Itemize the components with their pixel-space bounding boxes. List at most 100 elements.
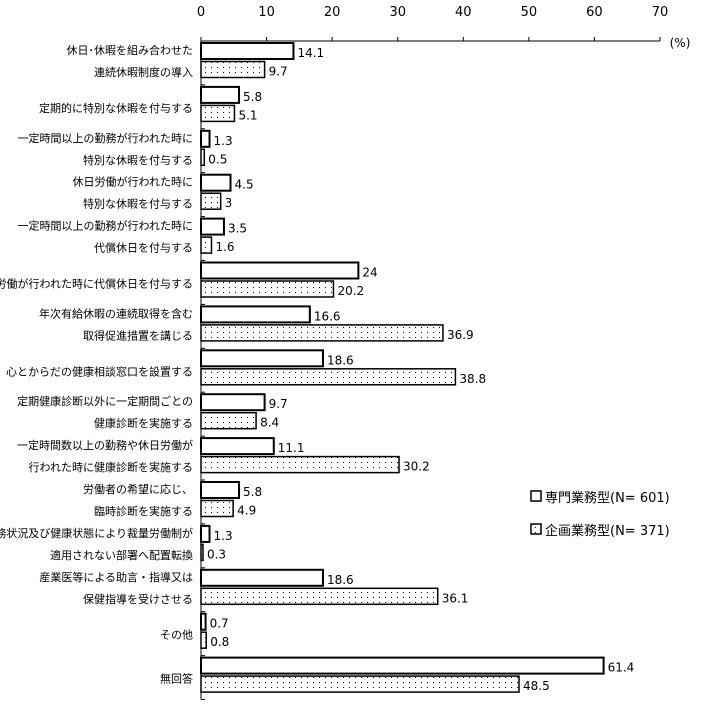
data-label: 5.8: [243, 485, 262, 499]
unit-label: (%): [670, 36, 691, 50]
x-tick-label: 40: [455, 5, 472, 20]
data-label: 36.1: [442, 591, 469, 605]
bar-kikaku: [200, 499, 234, 518]
category-label: 休日･休暇を組み合わせた: [67, 43, 194, 57]
bar-senmon: [200, 349, 324, 368]
x-tick-label: 10: [258, 5, 275, 20]
data-label: 0.8: [210, 635, 229, 649]
data-label: 8.4: [260, 416, 279, 430]
category-label: 特別な休暇を付与する: [83, 197, 193, 211]
category-label: 産業医等による助言・指導又は: [39, 570, 193, 584]
category-label: 保健指導を受けさせる: [83, 592, 193, 606]
data-label: 3: [225, 196, 233, 210]
category-label: 健康診断を実施する: [94, 416, 193, 430]
data-label: 30.2: [403, 460, 430, 474]
category-label: 一定時間数以上の勤務や休日労働が: [17, 438, 193, 452]
data-label: 0.7: [210, 617, 229, 631]
data-label: 20.2: [337, 284, 364, 298]
data-label: 36.9: [447, 328, 474, 342]
bar-senmon: [200, 42, 295, 60]
category-label: 取得促進措置を講じる: [83, 328, 193, 342]
x-tick-label: 50: [521, 5, 538, 20]
bar-kikaku: [200, 368, 457, 386]
data-label: 4.9: [237, 504, 256, 518]
bar-kikaku: [200, 104, 236, 123]
bar-senmon: [200, 568, 324, 587]
x-tick-label: 30: [389, 5, 406, 20]
data-label: 9.7: [269, 65, 288, 79]
data-label: 1.3: [214, 529, 233, 543]
legend-swatch-senmon: [530, 490, 542, 502]
data-label: 24: [362, 266, 377, 280]
category-label: 休日労働が行われた時に: [73, 175, 193, 189]
bar-kikaku: [200, 60, 266, 79]
bar-senmon: [200, 305, 311, 324]
x-tick-label: 0: [197, 5, 205, 20]
data-label: 18.6: [327, 353, 354, 367]
x-tick-label: 20: [324, 5, 341, 20]
data-label: 4.5: [235, 178, 254, 192]
data-label: 1.6: [215, 240, 234, 254]
data-label: 38.8: [459, 372, 486, 386]
data-label: 3.5: [228, 222, 247, 236]
category-label: 定期健康診断以外に一定期間ごとの: [17, 394, 193, 408]
data-label: 9.7: [269, 397, 288, 411]
legend-label-kikaku: 企画業務型(N= 371): [545, 523, 670, 539]
category-label: 年次有給休暇の連続取得を含む: [39, 306, 193, 320]
bar-senmon: [200, 261, 360, 280]
bar-kikaku: [200, 324, 444, 342]
category-label: 連続休暇制度の導入: [94, 65, 193, 79]
category-label: 一定時間以上の勤務が行われた時に: [18, 219, 193, 233]
data-label: 48.5: [523, 679, 550, 693]
data-label: 0.3: [207, 547, 226, 561]
category-label: 定期的に特別な休暇を付与する: [39, 101, 193, 115]
category-label: 労働者の希望に応じ、: [83, 482, 193, 496]
bar-kikaku: [200, 675, 520, 693]
data-label: 1.3: [214, 134, 233, 148]
bar-kikaku: [200, 411, 257, 430]
data-label: 18.6: [327, 573, 354, 587]
data-label: 16.6: [314, 309, 341, 323]
category-label: 特別な休暇を付与する: [83, 153, 193, 167]
category-label: 適用されない部署へ配置転換: [50, 548, 193, 562]
data-label: 5.8: [243, 90, 262, 104]
bar-kikaku: [200, 148, 206, 167]
legend: 専門業務型(N= 601) 企画業務型(N= 371): [530, 490, 670, 539]
bar-senmon: [200, 85, 241, 104]
x-tick-label: 60: [586, 5, 603, 20]
data-label: 5.1: [238, 108, 257, 122]
category-label: 代償休日を付与する: [94, 241, 193, 255]
category-label: 勤務状況及び健康状態により裁量労働制が: [0, 526, 193, 540]
bar-senmon: [200, 173, 232, 192]
bar-kikaku: [200, 280, 335, 298]
category-label: 臨時診断を実施する: [94, 504, 193, 518]
bar-senmon: [200, 217, 225, 236]
category-label: 休日労働が行われた時に代償休日を付与する: [0, 276, 193, 290]
category-label: 一定時間以上の勤務が行われた時に: [18, 131, 193, 145]
bar-senmon: [200, 612, 207, 631]
bar-senmon: [200, 129, 211, 148]
bar-kikaku: [200, 236, 213, 254]
data-label: 0.5: [208, 152, 227, 166]
bar-senmon: [200, 437, 275, 456]
bar-kikaku: [200, 192, 222, 210]
category-label: その他: [160, 629, 193, 642]
bar-senmon: [200, 524, 211, 543]
bar-kikaku: [200, 543, 204, 562]
legend-swatch-kikaku: [530, 523, 542, 535]
bar-senmon: [200, 393, 266, 412]
category-label: 無回答: [160, 672, 193, 686]
bar-senmon: [200, 481, 241, 499]
data-label: 61.4: [608, 661, 635, 675]
category-label: 心とからだの健康相談窓口を設置する: [6, 364, 193, 378]
bar-kikaku: [200, 631, 207, 649]
data-label: 14.1: [297, 46, 324, 60]
data-label: 11.1: [278, 441, 305, 455]
x-tick-label: 70: [652, 5, 669, 20]
bar-kikaku: [200, 455, 400, 474]
bar-senmon: [200, 656, 605, 675]
bar-kikaku: [200, 587, 439, 606]
category-label: 行われた時に健康診断を実施する: [29, 460, 193, 474]
legend-label-senmon: 専門業務型(N= 601): [545, 490, 670, 506]
